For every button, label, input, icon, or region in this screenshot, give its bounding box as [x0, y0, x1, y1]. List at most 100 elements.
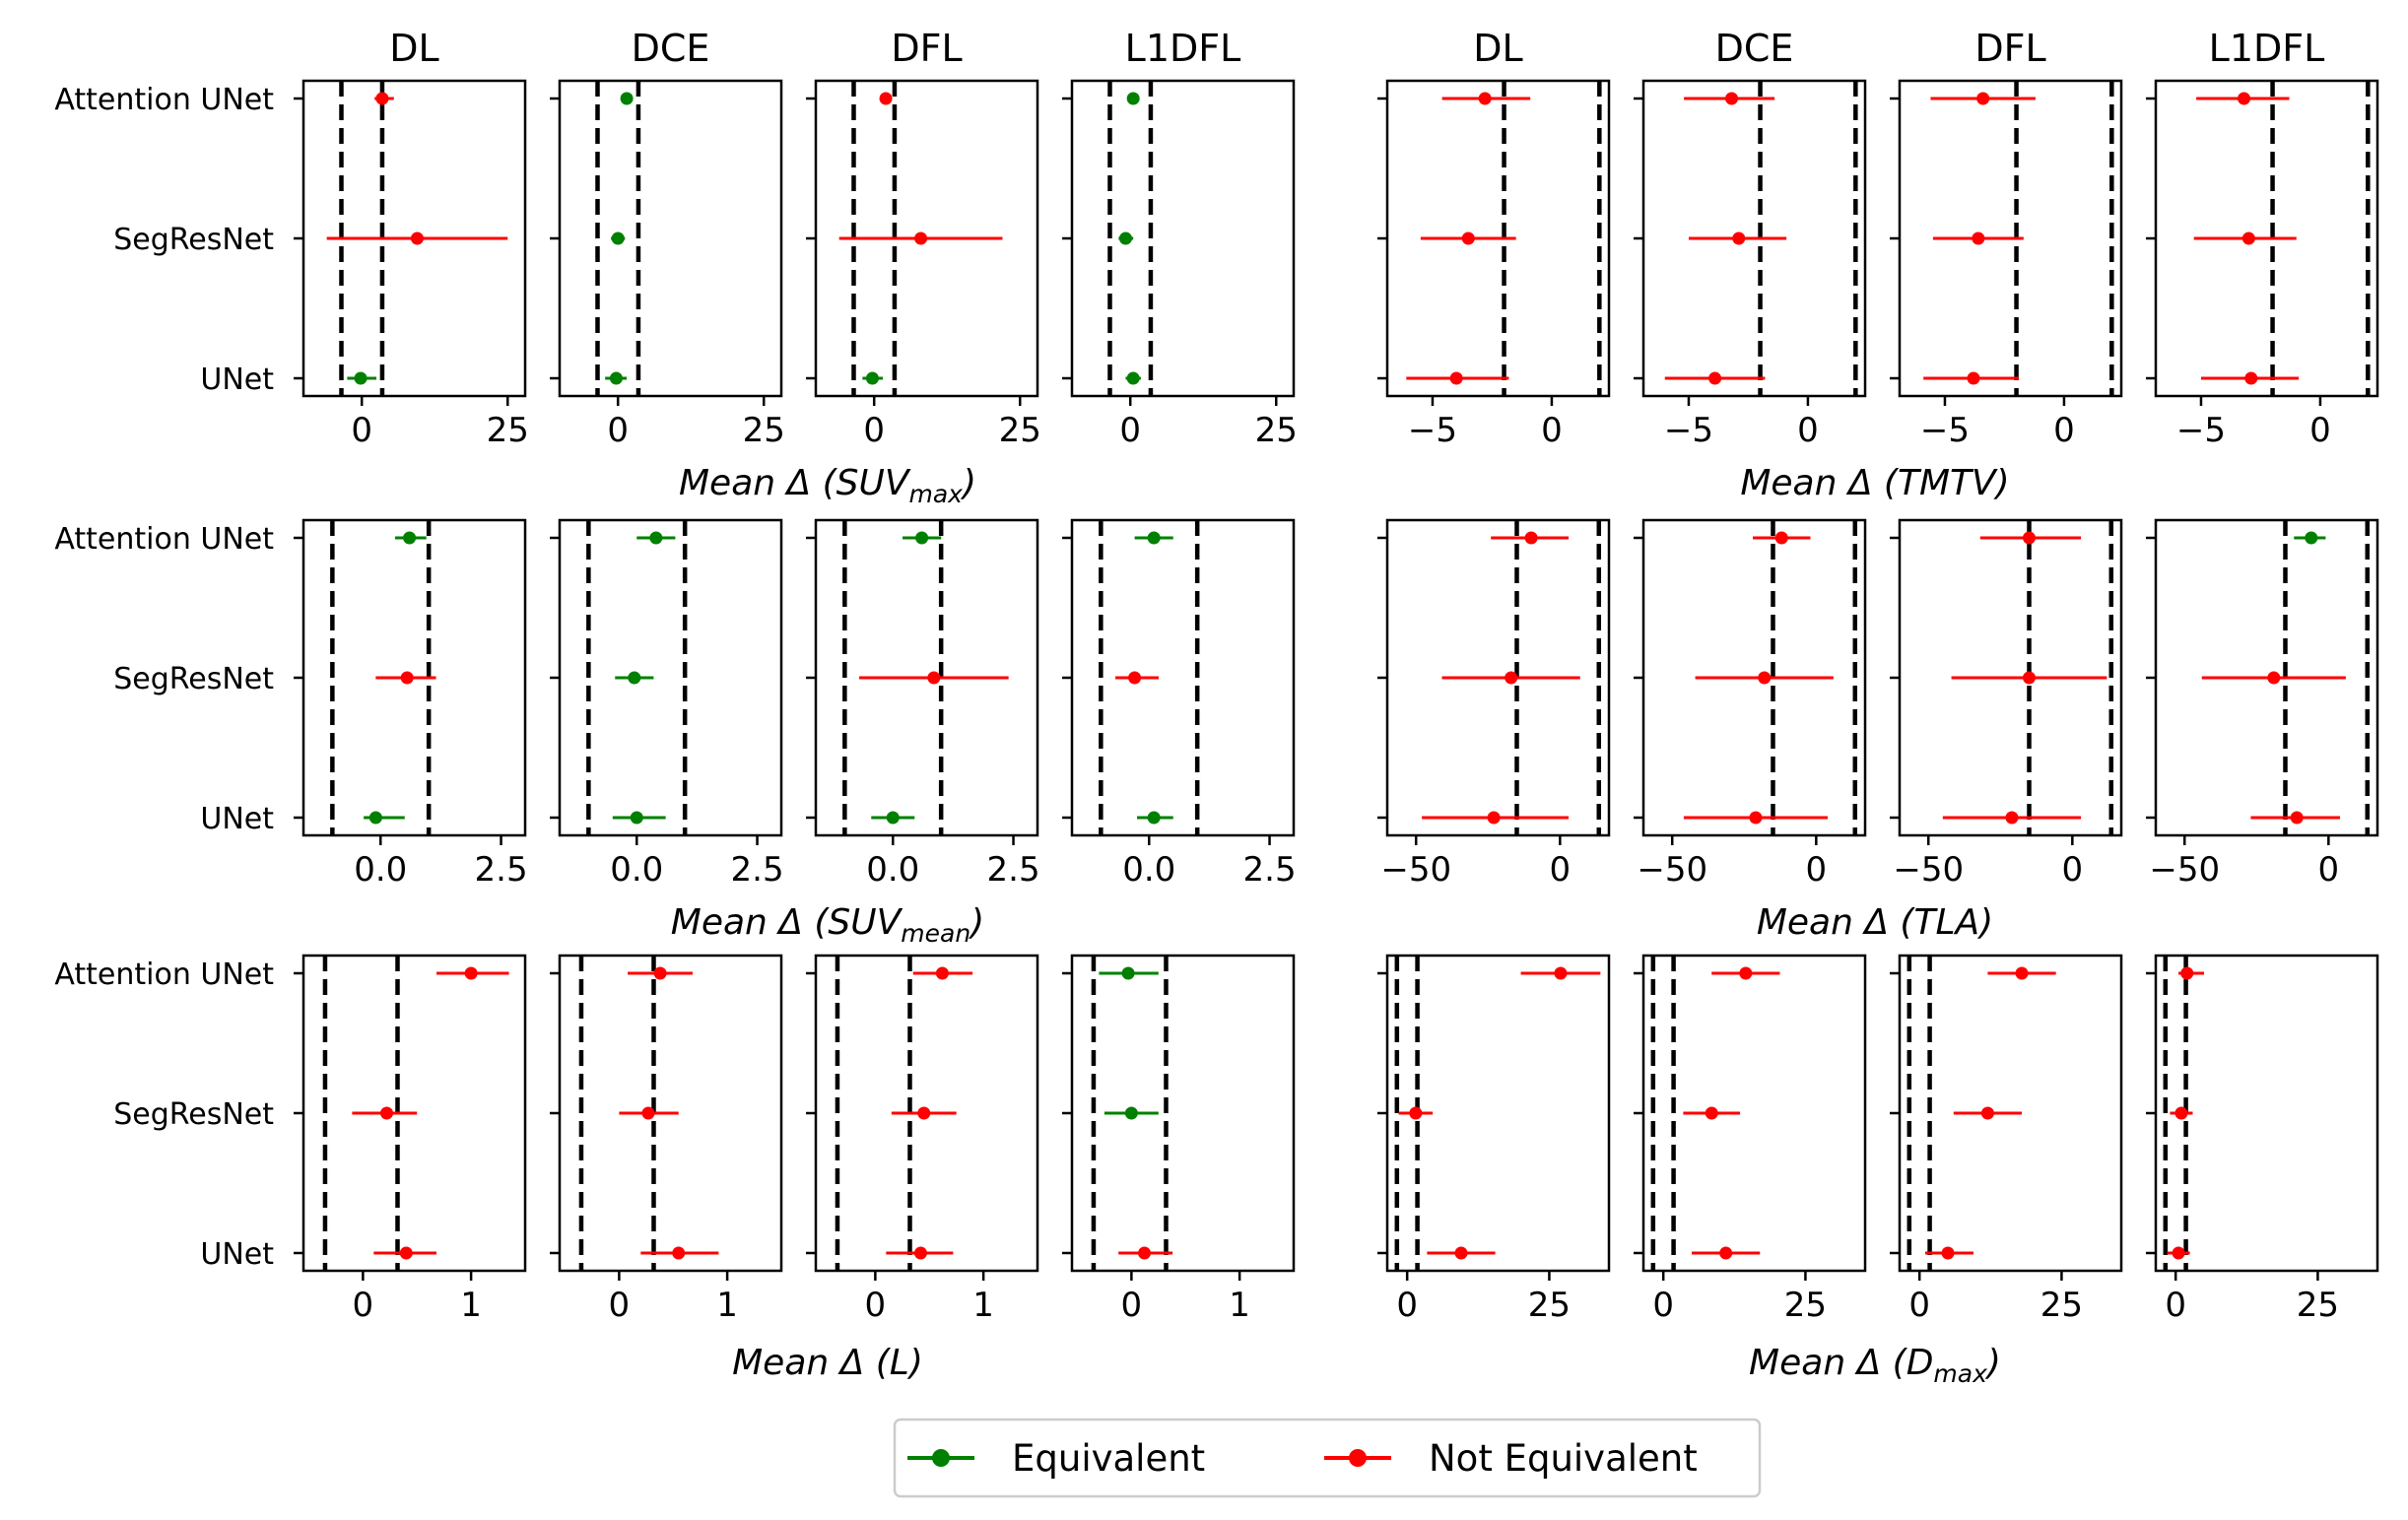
legend: Equivalent Not Equivalent [893, 1418, 1762, 1498]
panel-tmtv-l1dfl: −5 0 L1DFL [2146, 27, 2379, 450]
panel-tla-dfl: −50 0 [1890, 518, 2123, 890]
panel-dmax-dce: 0 25 [1634, 954, 1867, 1325]
mean-point [2244, 371, 2258, 385]
x-tick-label: 0 [1121, 1286, 1143, 1325]
x-tick-label: −5 [1920, 411, 1970, 450]
mean-point [1739, 966, 1753, 980]
column-title: L1DFL [1125, 27, 1241, 70]
x-tick-label: 0 [1550, 850, 1572, 890]
mean-point [630, 811, 643, 825]
mean-point [653, 966, 667, 980]
mean-point [935, 966, 949, 980]
x-tick-label: 2.5 [987, 850, 1040, 890]
mean-point [649, 531, 663, 545]
x-tick-label: 25 [743, 411, 785, 450]
mean-point [380, 1106, 394, 1120]
mean-point [1972, 231, 1985, 245]
x-tick-label: 0 [2318, 850, 2340, 890]
panel-dmax-dfl: 0 25 [1890, 954, 2123, 1325]
mean-point [641, 1106, 655, 1120]
x-axis-label-L: Mean Δ (L) [732, 1343, 923, 1383]
x-tick-label: 0 [865, 1286, 887, 1325]
panel-tmtv-dce: −5 0 DCE [1634, 27, 1867, 450]
x-tick-label: −5 [1408, 411, 1457, 450]
x-tick-label: 0 [609, 1286, 631, 1325]
x-axis-label-dmax: Mean Δ (Dmax) [1749, 1343, 2001, 1388]
mean-point [2022, 671, 2036, 685]
legend-label: Equivalent [1012, 1437, 1205, 1480]
mean-point [672, 1246, 686, 1260]
legend-label: Not Equivalent [1429, 1437, 1698, 1480]
mean-point [1980, 1106, 1994, 1120]
x-tick-label: 0.0 [866, 850, 919, 890]
mean-point [2005, 811, 2019, 825]
column-title: DFL [891, 27, 962, 70]
mean-point [399, 1246, 413, 1260]
axis-labels: Mean Δ (SUVmax) Attention UNet SegResNet UN… [54, 83, 2009, 1388]
mean-point [1967, 371, 1980, 385]
mean-point [400, 671, 414, 685]
mean-point [913, 1246, 927, 1260]
x-tick-label: 0 [2309, 411, 2331, 450]
row-label: Attention UNet [54, 958, 274, 992]
mean-point [1128, 671, 1142, 685]
mean-point [354, 371, 368, 385]
mean-point [1461, 231, 1475, 245]
mean-point [1976, 92, 1990, 105]
mean-point [1126, 371, 1140, 385]
x-tick-label: 0 [2053, 411, 2075, 450]
x-tick-label: 0 [2062, 850, 2084, 890]
panel-suvmean-l1dfl: 0.0 2.5 [1062, 518, 1297, 890]
x-tick-label: 1 [972, 1286, 994, 1325]
x-tick-label: 25 [999, 411, 1041, 450]
axes-frame [1070, 79, 1296, 398]
x-tick-label: 2.5 [475, 850, 528, 890]
legend-swatch-marker [1349, 1449, 1367, 1467]
x-tick-label: 0 [1806, 850, 1828, 890]
mean-point [1758, 671, 1772, 685]
x-tick-label: 25 [1528, 1286, 1571, 1325]
panel-dmax-dl: 0 25 [1377, 954, 1611, 1325]
x-tick-label: 0.0 [610, 850, 663, 890]
mean-point [914, 231, 928, 245]
mean-point [1524, 531, 1538, 545]
panel-suvmean-dfl: 0.0 2.5 [806, 518, 1040, 890]
x-tick-label: 2.5 [1243, 850, 1297, 890]
mean-point [2180, 966, 2194, 980]
mean-point [1118, 231, 1132, 245]
mean-point [1138, 1246, 1152, 1260]
mean-point [1449, 371, 1463, 385]
row-label: SegResNet [113, 1097, 274, 1132]
column-title: DCE [1715, 27, 1794, 70]
column-title: DCE [632, 27, 710, 70]
mean-point [375, 92, 389, 105]
panel-tla-l1dfl: −50 0 [2146, 518, 2379, 890]
mean-point [628, 671, 641, 685]
row-label: UNet [200, 1237, 274, 1272]
mean-point [2022, 531, 2036, 545]
column-title: L1DFL [2209, 27, 2325, 70]
mean-point [2238, 92, 2251, 105]
mean-point [620, 92, 634, 105]
x-tick-label: −50 [1637, 850, 1707, 890]
x-tick-label: 25 [487, 411, 529, 450]
x-tick-label: 25 [1255, 411, 1298, 450]
panel-tla-dl: −50 0 [1377, 518, 1611, 890]
x-axis-label-tla: Mean Δ (TLA) [1757, 902, 1993, 943]
mean-point [927, 671, 941, 685]
mean-point [2174, 1106, 2188, 1120]
x-tick-label: 0 [351, 411, 372, 450]
panel-tla-dce: −50 0 [1634, 518, 1867, 890]
mean-point [410, 231, 424, 245]
x-tick-label: 0 [2165, 1286, 2186, 1325]
x-tick-label: 0 [1908, 1286, 1930, 1325]
mean-point [1749, 811, 1763, 825]
mean-point [464, 966, 478, 980]
x-tick-label: 1 [716, 1286, 738, 1325]
panel-suvmax-dl: 0 25 DL [294, 27, 529, 450]
x-tick-label: 0 [1119, 411, 1141, 450]
panel-tmtv-dfl: −5 0 DFL [1890, 27, 2123, 450]
